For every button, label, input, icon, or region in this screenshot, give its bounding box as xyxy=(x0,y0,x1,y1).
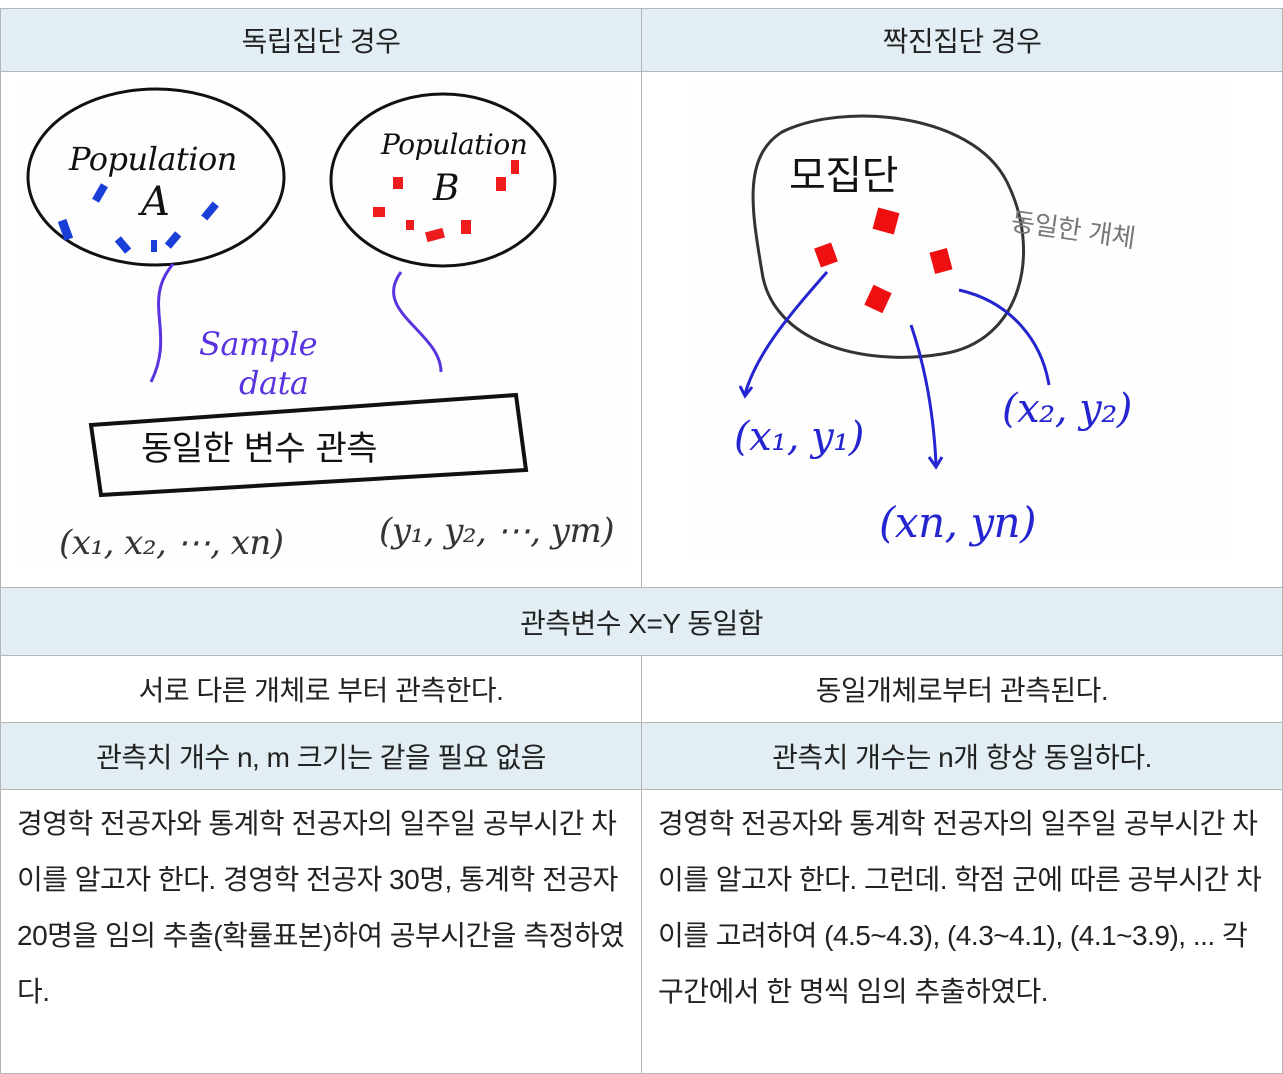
sketch-label: data xyxy=(239,364,309,402)
sketch-label: Population xyxy=(380,128,527,161)
sketch-label: B xyxy=(432,168,459,209)
sketch-label: Population xyxy=(68,140,237,178)
blue-points xyxy=(57,183,219,254)
table-cell: 경영학 전공자와 통계학 전공자의 일주일 공부시간 차이를 알고자 한다. 그… xyxy=(641,789,1283,1074)
sketch-label: 동일한 변수 관측 xyxy=(141,429,377,469)
table-row: 서로 다른 개체로 부터 관측한다. 동일개체로부터 관측된다. xyxy=(0,655,1283,723)
independent-sketch: Population A Population B Sample data 동일… xyxy=(15,82,633,565)
sketch-arrows xyxy=(738,271,1051,470)
sketch-bg xyxy=(692,82,1231,560)
table-cell: 경영학 전공자와 통계학 전공자의 일주일 공부시간 차이를 알고자 한다. 경… xyxy=(0,789,642,1074)
table-cell: 관측변수 X=Y 동일함 xyxy=(0,587,1283,656)
sketch-label: 모집단 xyxy=(789,153,898,199)
header-cell: 독립집단 경우 xyxy=(0,8,642,72)
table-cell: 관측치 개수는 n개 항상 동일하다. xyxy=(641,722,1283,790)
population-blob xyxy=(26,87,286,267)
table-row: 관측치 개수 n, m 크기는 같을 필요 없음 관측치 개수는 n개 항상 동… xyxy=(0,722,1283,790)
table-cell: 서로 다른 개체로 부터 관측한다. xyxy=(0,655,642,723)
header-cell: 짝진집단 경우 xyxy=(641,8,1283,72)
sketch-cell: 모집단 동일한 개체 (x₁, y₁) (x₂, y₂) (xn, yn) xyxy=(641,71,1283,588)
population-blob xyxy=(751,114,1026,359)
sketch-label: A xyxy=(137,179,169,225)
comparison-table: 독립집단 경우 짝진집단 경우 xyxy=(0,8,1283,1074)
red-points xyxy=(373,160,519,243)
table-row: 경영학 전공자와 통계학 전공자의 일주일 공부시간 차이를 알고자 한다. 경… xyxy=(0,789,1283,1074)
header-row: 독립집단 경우 짝진집단 경우 xyxy=(0,8,1283,72)
table-cell: 동일개체로부터 관측된다. xyxy=(641,655,1283,723)
table-row: 관측변수 X=Y 동일함 xyxy=(0,587,1283,656)
sketch-box xyxy=(88,392,529,498)
sketch-cell: Population A Population B Sample data 동일… xyxy=(0,71,642,588)
paired-sketch: 모집단 동일한 개체 (x₁, y₁) (x₂, y₂) (xn, yn) xyxy=(692,82,1231,560)
sketch-curve xyxy=(392,271,443,373)
sketch-label: Sample xyxy=(199,325,317,363)
sketch-label: (xn, yn) xyxy=(879,498,1036,547)
sketch-curve xyxy=(149,263,175,383)
sketch-label: (x₁, x₂, ⋯, xn) xyxy=(59,523,284,563)
red-points xyxy=(814,207,953,314)
population-blob xyxy=(329,92,557,268)
sketch-bg xyxy=(15,82,633,565)
sketch-label: (x₁, y₁) xyxy=(734,414,864,460)
sketch-label: (y₁, y₂, ⋯, ym) xyxy=(379,511,614,551)
table-cell: 관측치 개수 n, m 크기는 같을 필요 없음 xyxy=(0,722,642,790)
sketch-label: (x₂, y₂) xyxy=(1002,386,1132,432)
sketch-row: Population A Population B Sample data 동일… xyxy=(0,71,1283,588)
